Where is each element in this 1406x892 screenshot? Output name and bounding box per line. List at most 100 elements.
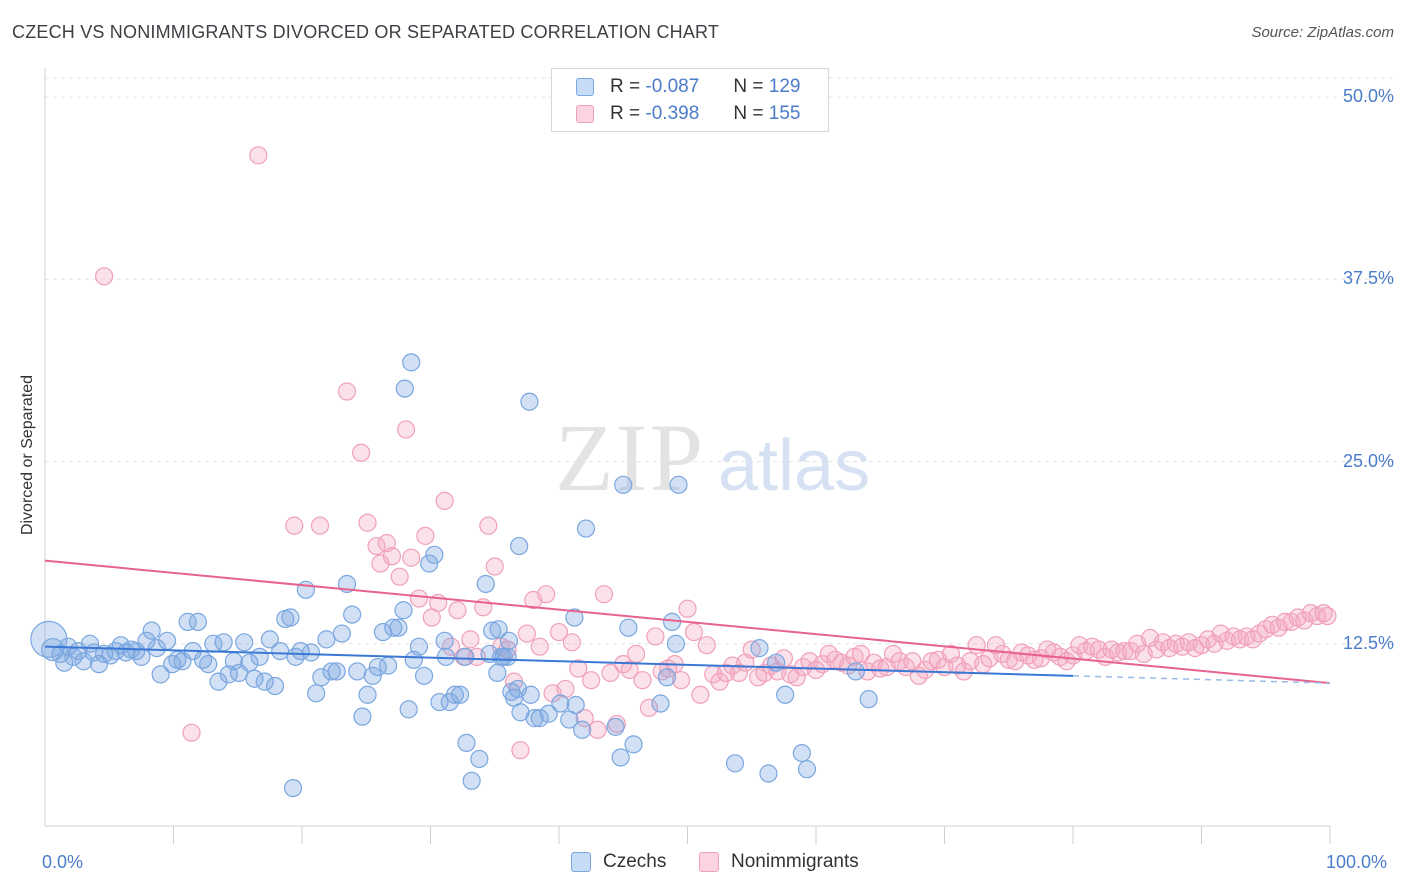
czechs-point	[157, 631, 177, 650]
czechs-point	[614, 475, 633, 494]
nonimmigrants-point	[716, 663, 736, 683]
nonimmigrants-point	[310, 516, 330, 535]
czechs-point	[307, 684, 326, 703]
czechs-point	[435, 631, 454, 650]
czechs-point	[430, 692, 449, 712]
nonimmigrants-point	[530, 637, 549, 656]
source-label: Source: ZipAtlas.com	[1251, 24, 1394, 41]
watermark: ZIP atlas	[555, 404, 870, 511]
nonimmigrants-point	[182, 723, 201, 742]
nonimmigrants-point	[352, 443, 371, 462]
nonimmigrants-legend-swatch	[699, 852, 719, 872]
czechs-point	[450, 685, 470, 704]
nonimmigrants-point	[633, 671, 652, 690]
legend-item-nonimmigrants[interactable]: Nonimmigrants	[699, 851, 859, 873]
nonimmigrants-point	[367, 536, 386, 556]
nonimmigrants-point	[639, 698, 659, 718]
czechs-point	[188, 612, 208, 631]
czechs-point	[759, 764, 778, 783]
nonimmigrants-point	[742, 640, 761, 659]
nonimmigrants-point	[967, 636, 986, 655]
czechs-point	[606, 717, 625, 736]
czechs-point	[456, 647, 475, 666]
nonimmigrants-point	[941, 644, 961, 664]
series-legend: Czechs Nonimmigrants	[0, 851, 1406, 879]
czechs-point	[797, 760, 817, 779]
czechs-point	[255, 672, 274, 691]
czechs-point	[669, 475, 688, 494]
nonimmigrants-point	[435, 491, 454, 510]
nonimmigrants-point	[697, 636, 716, 655]
czechs-point	[502, 682, 521, 701]
y-tick-label: 50.0%	[1342, 86, 1394, 106]
czechs-point	[414, 666, 434, 685]
czechs-point	[250, 647, 269, 666]
nonimmigrants-point	[485, 557, 504, 576]
czechs-point	[489, 620, 508, 639]
czechs-point	[776, 685, 795, 704]
czechs-point	[363, 666, 382, 685]
legend-item-czechs[interactable]: Czechs	[571, 851, 666, 873]
nonimmigrants-point	[883, 644, 903, 664]
watermark-atlas: atlas	[718, 426, 870, 506]
czechs-point	[384, 618, 403, 637]
czechs-point	[624, 735, 643, 754]
czechs-trend-line	[44, 645, 1074, 677]
czechs-point	[611, 748, 630, 767]
czechs-point	[240, 653, 259, 672]
czechs-legend-label: Czechs	[603, 851, 667, 872]
nonimmigrants-point	[416, 526, 435, 545]
nonimmigrants-point	[684, 622, 704, 642]
nonimmigrants-point	[285, 516, 304, 535]
czechs-point	[147, 639, 166, 658]
nonimmigrants-point	[337, 382, 357, 401]
nonimmigrants-point	[620, 660, 639, 680]
nonimmigrants-point	[646, 627, 665, 646]
czechs-point	[521, 685, 540, 704]
nonimmigrants-point	[479, 516, 498, 535]
czechs-swatch	[576, 78, 594, 96]
czechs-point	[551, 694, 570, 713]
nonimmigrants-point	[851, 644, 871, 664]
czechs-point	[457, 733, 476, 752]
czechs-point	[470, 749, 489, 769]
nonimmigrants-point	[1318, 606, 1337, 626]
czechs-point	[358, 685, 377, 704]
nonimmigrants-point	[402, 548, 421, 567]
nonimmigrants-point	[562, 633, 581, 652]
czechs-point	[389, 618, 408, 637]
czechs-point	[178, 612, 197, 631]
nonimmigrants-point	[382, 547, 402, 566]
czechs-point	[476, 574, 495, 594]
czechs-point	[409, 637, 429, 656]
czechs-point	[245, 669, 264, 688]
nonimmigrants-point	[461, 630, 480, 649]
czechs-point	[499, 631, 518, 650]
nonimmigrants-point	[678, 599, 697, 618]
nonimmigrants-point	[954, 662, 973, 681]
nonimmigrants-point	[582, 671, 601, 690]
czechs-point	[283, 778, 303, 798]
czechs-point	[132, 647, 151, 666]
y-tick-label: 37.5%	[1342, 268, 1394, 289]
nonimmigrants-point	[569, 659, 588, 678]
nonimmigrants-point	[691, 685, 710, 704]
czechs-point	[565, 608, 584, 627]
nonimmigrants-legend-label: Nonimmigrants	[731, 851, 859, 872]
nonimmigrants-point	[575, 709, 594, 728]
czechs-point	[327, 662, 346, 681]
nonimmigrants-point	[626, 644, 646, 664]
czechs-point	[511, 703, 530, 722]
czechs-point	[281, 608, 300, 627]
czechs-point	[520, 392, 539, 411]
nonimmigrants-point	[358, 513, 377, 532]
nonimmigrants-point	[396, 420, 416, 439]
nonimmigrants-point	[95, 267, 114, 286]
nonimmigrants-point	[249, 146, 268, 165]
nonimmigrants-point	[1089, 640, 1108, 659]
czechs-point	[859, 690, 878, 709]
nonimmigrants-point	[448, 601, 467, 620]
czechs-point	[271, 641, 290, 661]
nonimmigrants-n-value: 155	[768, 103, 801, 124]
czechs-point	[445, 685, 465, 704]
